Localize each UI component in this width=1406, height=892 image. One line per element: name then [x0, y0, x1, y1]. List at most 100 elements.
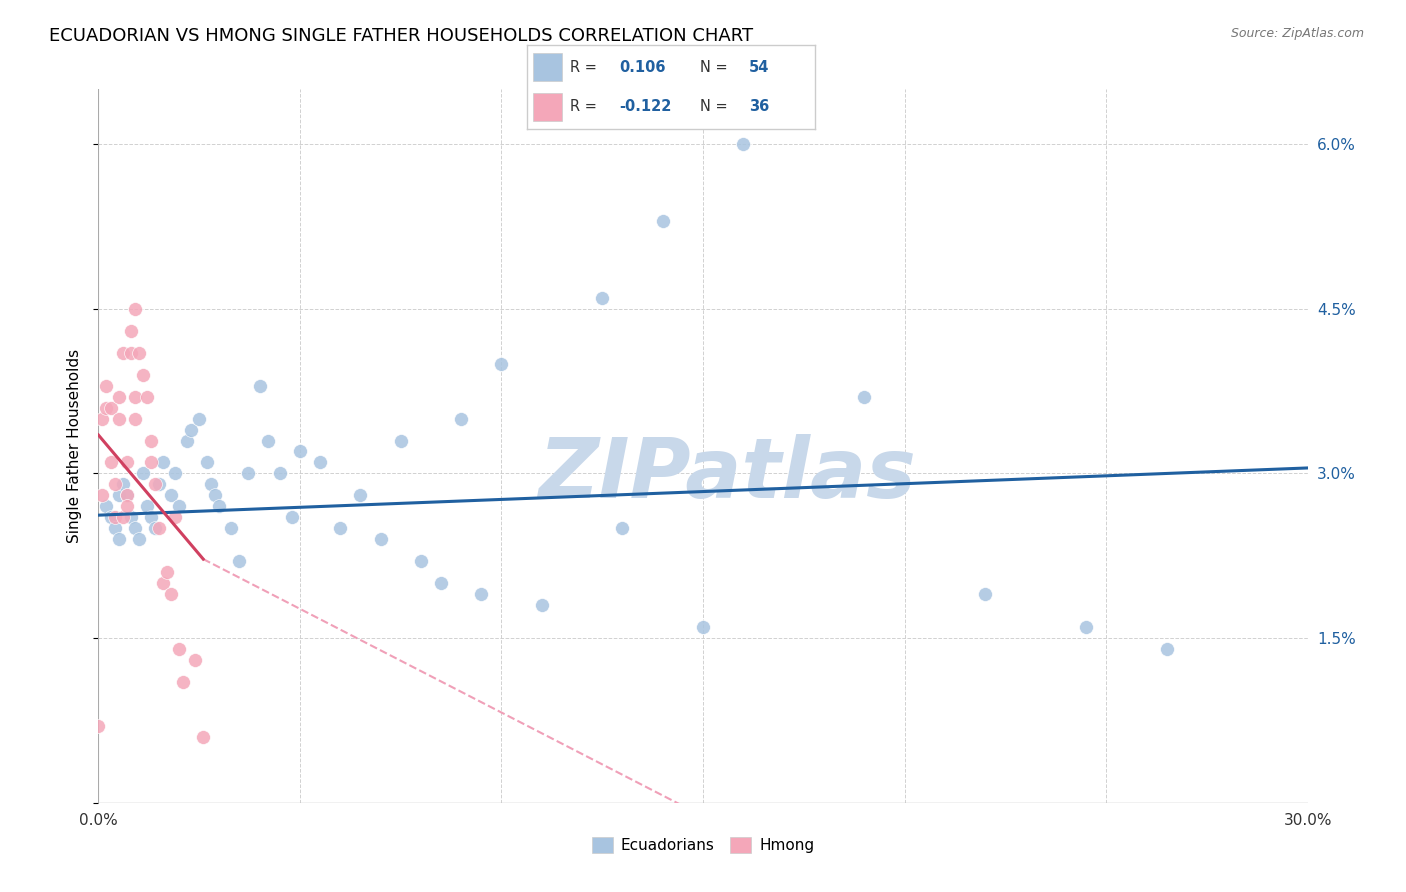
Text: ECUADORIAN VS HMONG SINGLE FATHER HOUSEHOLDS CORRELATION CHART: ECUADORIAN VS HMONG SINGLE FATHER HOUSEH… — [49, 27, 754, 45]
Point — [103, 521, 125, 535]
Point — [163, 510, 186, 524]
Text: 0.106: 0.106 — [620, 60, 666, 75]
Point — [152, 576, 174, 591]
Point — [115, 488, 138, 502]
Point — [160, 488, 183, 502]
Text: Source: ZipAtlas.com: Source: ZipAtlas.com — [1230, 27, 1364, 40]
Point — [128, 533, 150, 547]
Point — [156, 566, 179, 580]
Point — [974, 587, 997, 601]
Point — [148, 521, 170, 535]
Point — [208, 500, 231, 514]
Point — [329, 521, 352, 535]
Point — [195, 455, 218, 469]
Point — [111, 477, 134, 491]
Point — [143, 477, 166, 491]
Point — [103, 477, 125, 491]
Point — [269, 467, 291, 481]
Point — [309, 455, 332, 469]
Text: N =: N = — [700, 99, 733, 114]
Point — [124, 301, 146, 316]
Point — [167, 500, 190, 514]
Point — [148, 477, 170, 491]
Point — [200, 477, 222, 491]
Point — [163, 467, 186, 481]
Text: R =: R = — [571, 99, 602, 114]
Point — [160, 587, 183, 601]
Point — [853, 390, 876, 404]
Point — [221, 521, 243, 535]
Point — [733, 137, 755, 152]
Point — [91, 488, 114, 502]
Point — [132, 467, 155, 481]
Point — [188, 411, 211, 425]
Point — [132, 368, 155, 382]
Point — [96, 378, 118, 392]
Point — [107, 390, 129, 404]
Point — [120, 324, 142, 338]
Point — [172, 675, 194, 690]
Point — [135, 390, 157, 404]
Point — [139, 510, 162, 524]
Point — [124, 390, 146, 404]
Point — [103, 510, 125, 524]
Point — [96, 401, 118, 415]
Point — [91, 411, 114, 425]
Point — [111, 510, 134, 524]
Point — [139, 434, 162, 448]
Point — [692, 620, 714, 634]
Point — [281, 510, 304, 524]
Point — [100, 401, 122, 415]
Point — [193, 730, 215, 744]
Point — [184, 653, 207, 667]
Point — [1156, 642, 1178, 657]
Point — [120, 345, 142, 359]
Point — [139, 455, 162, 469]
Text: ZIPatlas: ZIPatlas — [538, 434, 917, 515]
Point — [96, 500, 118, 514]
Point — [135, 500, 157, 514]
Point — [204, 488, 226, 502]
Point — [349, 488, 371, 502]
Text: -0.122: -0.122 — [620, 99, 672, 114]
Point — [256, 434, 278, 448]
Point — [143, 521, 166, 535]
Point — [115, 488, 138, 502]
Point — [152, 455, 174, 469]
Point — [120, 510, 142, 524]
Point — [612, 521, 634, 535]
Text: 36: 36 — [749, 99, 769, 114]
Point — [167, 642, 190, 657]
Text: 54: 54 — [749, 60, 769, 75]
Point — [409, 554, 432, 568]
Point — [288, 444, 311, 458]
Y-axis label: Single Father Households: Single Father Households — [67, 349, 83, 543]
Point — [107, 411, 129, 425]
Point — [124, 411, 146, 425]
Text: R =: R = — [571, 60, 602, 75]
Point — [228, 554, 250, 568]
Point — [100, 455, 122, 469]
Point — [107, 533, 129, 547]
Point — [249, 378, 271, 392]
Point — [107, 488, 129, 502]
Legend: Ecuadorians, Hmong: Ecuadorians, Hmong — [586, 831, 820, 859]
Text: N =: N = — [700, 60, 733, 75]
Point — [115, 455, 138, 469]
Bar — [533, 93, 562, 120]
Point — [100, 510, 122, 524]
Point — [87, 719, 110, 733]
Point — [128, 345, 150, 359]
Bar — [533, 54, 562, 81]
Point — [180, 423, 202, 437]
Point — [124, 521, 146, 535]
Point — [1074, 620, 1097, 634]
Point — [651, 214, 673, 228]
Point — [491, 357, 513, 371]
Point — [111, 345, 134, 359]
Point — [430, 576, 453, 591]
Point — [591, 291, 613, 305]
Point — [370, 533, 392, 547]
Point — [115, 500, 138, 514]
Point — [389, 434, 412, 448]
